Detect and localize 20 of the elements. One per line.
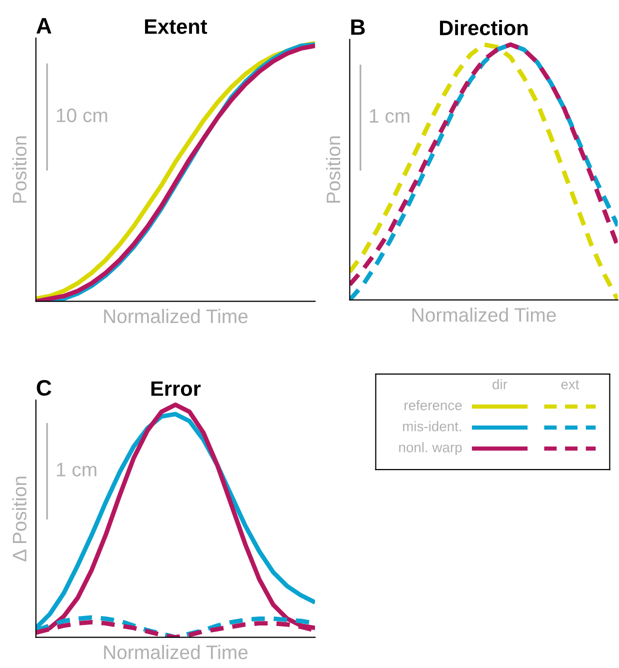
text: A [36, 18, 52, 34]
legend-title: dir [492, 379, 508, 390]
annotation: 1 cm [370, 109, 410, 123]
text: C [36, 380, 52, 396]
chart-title: Error [151, 381, 201, 396]
y-axis-title: Position [326, 136, 340, 203]
legend-label: reference [404, 400, 462, 410]
x-axis-title: Normalized Time [104, 644, 248, 660]
legend-label: mis-ident. [403, 421, 462, 432]
legend-label: nonl. warp [399, 442, 462, 456]
annotation: 10 cm [56, 108, 108, 122]
y-axis-title: Δ Position [12, 476, 27, 562]
x-axis-title: Normalized Time [104, 308, 248, 324]
y-axis-title: Position [12, 136, 27, 203]
annotation: 1 cm [56, 462, 96, 476]
legend-title: ext [561, 380, 580, 390]
chart-title: Extent [145, 19, 208, 34]
text: B [351, 20, 365, 35]
chart-title: Direction [440, 20, 528, 36]
x-axis-title: Normalized Time [412, 308, 556, 322]
